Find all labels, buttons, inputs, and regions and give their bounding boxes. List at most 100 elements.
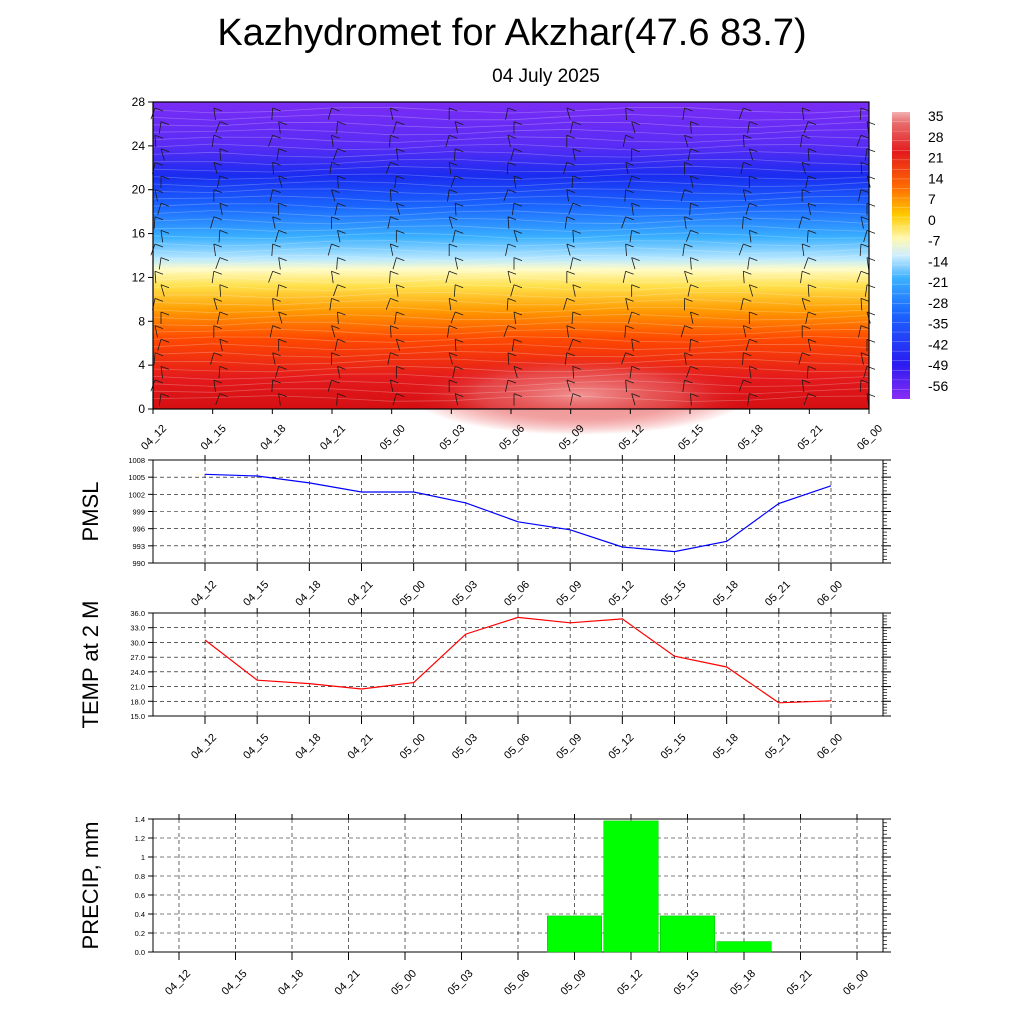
wind-barb-flag [684,134,693,139]
wind-barb-flag [860,352,870,357]
colorbar-label: 0 [928,212,936,228]
wind-barb-flag [449,325,458,329]
wind-barb-flag [513,366,523,370]
wind-barb-flag [272,243,281,248]
wind-barb [863,230,868,243]
precip-x-tick-label: 05_00 [389,968,419,998]
wind-barb-flag [390,352,399,357]
wind-barb [154,325,158,338]
heatmap-hot-region [410,355,750,435]
wind-barb [215,257,221,270]
wind-barb [448,162,452,175]
wind-barb [213,243,216,256]
precip-y-tick-label: 1.2 [135,834,145,843]
wind-barb-flag [507,298,517,302]
wind-barb [684,216,687,229]
wind-barb [859,379,862,392]
wind-barb [680,325,685,338]
wind-barb [807,284,810,297]
wind-barb-flag [808,175,817,180]
wind-barb-flag [278,148,287,153]
wind-barb [568,339,574,351]
wind-barb [690,175,694,188]
wind-barb [389,107,394,120]
pmsl-y-tick-label: 996 [132,525,145,534]
wind-barb-flag [625,379,634,384]
wind-barb-flag [331,162,340,166]
wind-barb-flag [455,175,464,180]
wind-barb [510,148,515,161]
wind-barb-flag [566,216,575,221]
wind-barb [684,135,689,147]
wind-barb [801,298,806,311]
wind-barb [274,230,280,243]
temp2m-x-tick-label: 05_15 [659,732,689,762]
wind-barb [216,175,221,188]
wind-barb-flag [808,202,817,207]
wind-barb [447,325,450,338]
wind-barb [624,325,627,338]
wind-barb-flag [219,311,228,316]
pmsl-x-tick-label: 05_12 [606,579,636,609]
wind-barb [218,366,221,379]
wind-barb [860,216,864,229]
wind-barb-flag [749,338,758,343]
wind-barb [687,284,691,297]
wind-barb [568,203,574,215]
wind-barb [682,379,685,392]
wind-barb [801,243,805,256]
wind-barb-flag [572,148,581,153]
wind-barb [272,216,276,229]
precip-y-tick-label: 0.0 [135,948,145,957]
wind-barb-flag [749,257,758,261]
wind-barb-flag [160,148,170,153]
wind-barb [389,135,391,148]
wind-barb-flag [390,162,399,166]
wind-barb-flag [860,379,870,384]
wind-barb [863,366,868,379]
wind-barb [738,379,744,392]
wind-barb [327,379,332,392]
temp2m-x-tick-label: 04_12 [189,732,219,762]
wind-barb-flag [808,393,817,397]
wind-barb [805,175,809,188]
pmsl-y-tick-label: 1005 [128,473,145,482]
heatmap-x-tick-label: 04_18 [258,423,288,453]
wind-barb-flag [449,298,458,302]
precip-x-tick-label: 05_18 [728,968,758,998]
heatmap-y-tick-label: 4 [138,358,145,372]
wind-barb [506,162,509,175]
wind-barb [334,339,338,352]
wind-barbs [150,107,876,406]
wind-barb-flag [160,338,170,343]
wind-barb [507,216,510,229]
wind-barb-flag [337,230,346,234]
wind-barb-flag [749,311,758,316]
wind-barb-flag [272,298,281,302]
wind-barb-flag [566,379,575,384]
wind-barb [563,162,568,175]
wind-barb [158,257,162,270]
wind-barb [274,366,280,379]
temp2m-x-tick-label: 05_18 [711,732,741,762]
wind-barb-flag [219,202,228,207]
wind-barb-flag [690,366,699,370]
wind-barb-flag [684,107,693,112]
wind-barb-flag [572,311,581,316]
wind-barb-flag [802,298,811,302]
heatmap-contour-line [152,261,870,269]
wind-barb [686,366,691,378]
wind-barb-flag [219,121,228,125]
heatmap-contour-line [152,321,870,329]
wind-barb [748,366,752,379]
wind-barb-flag [337,148,346,153]
precip-chart: 0.0 0.2 0.4 0.6 0.8 1 1.2 1.4 04_12 04_15 04_18 04_… [78,814,891,998]
wind-barb-flag [808,148,817,153]
wind-barb-flag [625,107,634,112]
wind-barb [276,148,280,161]
wind-barb-flag [808,366,817,370]
wind-barb-flag [631,202,640,207]
wind-barb [625,379,627,392]
wind-barb [859,107,862,120]
wind-barb-flag [219,284,228,289]
